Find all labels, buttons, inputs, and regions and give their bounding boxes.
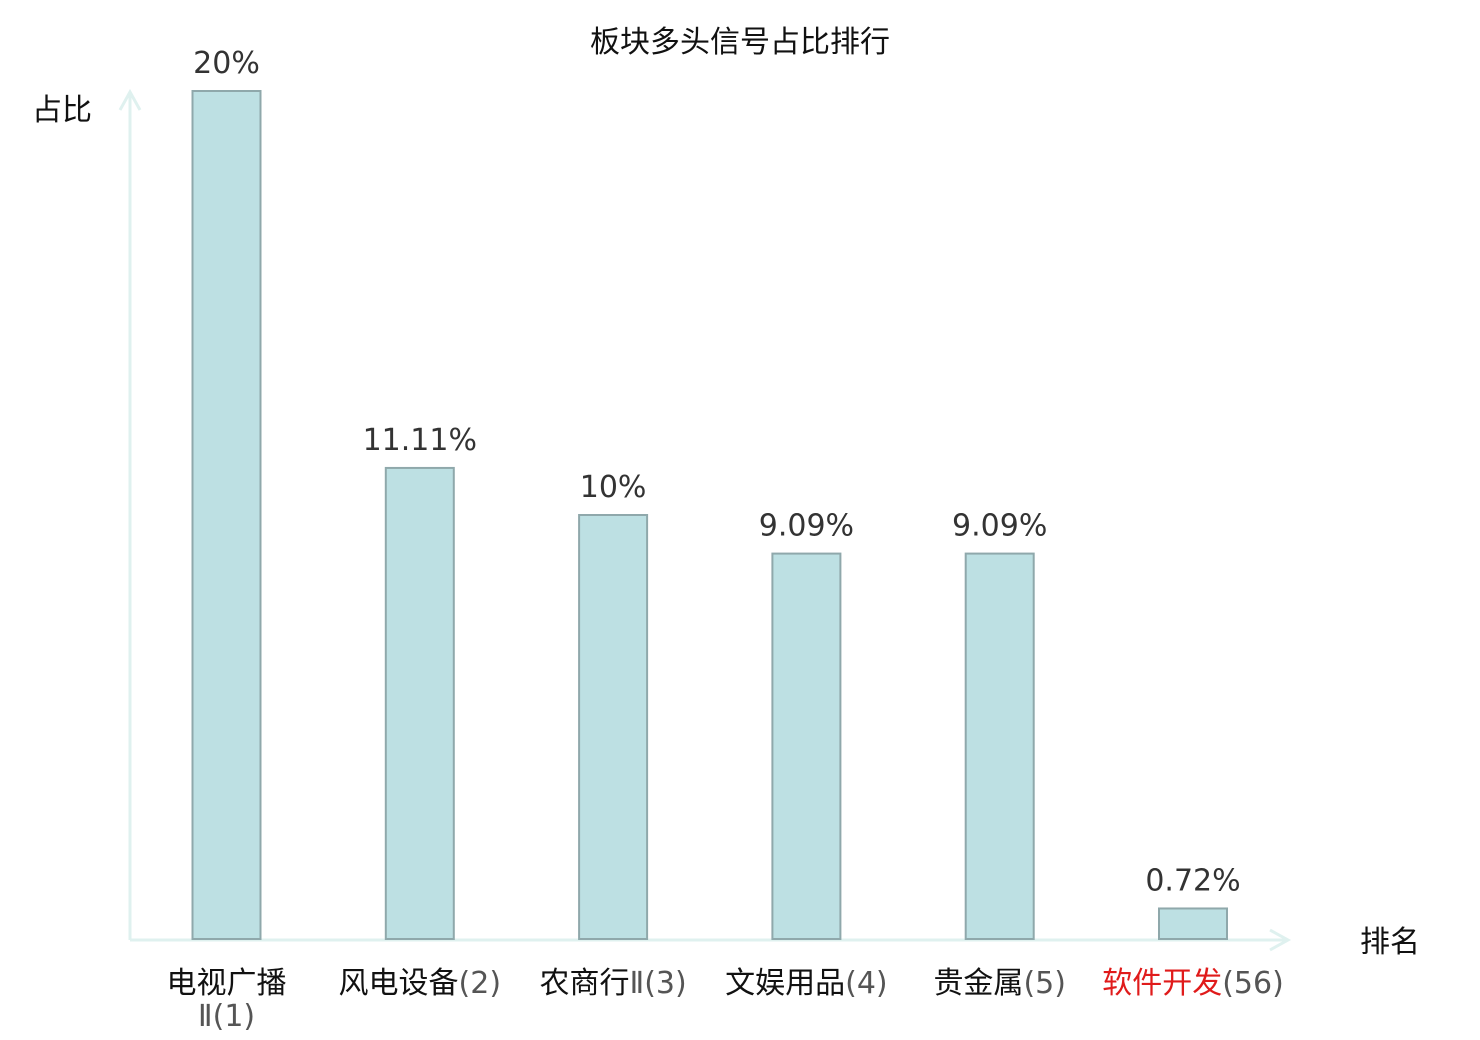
tick-label-rank-0: Ⅱ(1) [198,999,255,1034]
bar-4 [964,552,1035,940]
bar-0 [191,90,262,940]
tick-label-name-5: 软件开发 [1102,966,1222,1001]
tick-label-rank-3: (4) [845,966,888,1001]
tick-label-name-3: 文娱用品 [725,966,845,1001]
tick-label-0: 电视广播 Ⅱ(1) [167,966,287,1034]
tick-label-5: 软件开发(56) [1102,966,1284,1001]
tick-label-rank-4: (5) [1023,966,1065,1001]
bar-1 [384,466,455,940]
value-label-2: 10% [580,470,647,505]
tick-label-name-2: 农商行 [539,966,629,1001]
tick-label-3: 文娱用品(4) [725,966,888,1001]
tick-label-rank-2: Ⅱ(3) [629,966,686,1001]
tick-label-2: 农商行Ⅱ(3) [539,966,686,1001]
y-axis [118,88,142,940]
value-label-0: 20% [193,46,260,81]
bar-2 [578,514,649,940]
value-label-4: 9.09% [952,509,1047,544]
tick-label-1: 风电设备(2) [339,966,502,1001]
tick-label-name-1: 风电设备 [339,966,459,1001]
tick-label-rank-5: (56) [1222,966,1284,1001]
value-label-5: 0.72% [1145,863,1240,898]
tick-label-name-4: 贵金属 [933,966,1023,1001]
bar-3 [771,552,842,940]
chart-title: 板块多头信号占比排行 [590,25,890,60]
x-axis [130,928,1292,952]
tick-label-rank-1: (2) [459,966,502,1001]
value-label-3: 9.09% [759,509,854,544]
tick-label-name-0: 电视广播 [167,966,287,1001]
bars-group: 20% 电视广播 Ⅱ(1) 11.11% 风电设备(2) 10% 农商行Ⅱ(3) 9.09% 文… [167,46,1284,1034]
x-axis-label: 排名 [1360,925,1420,960]
value-label-1: 11.11% [363,423,477,458]
y-axis-label: 占比 [32,93,92,128]
tick-label-4: 贵金属(5) [933,966,1065,1001]
bar-5 [1158,907,1228,940]
